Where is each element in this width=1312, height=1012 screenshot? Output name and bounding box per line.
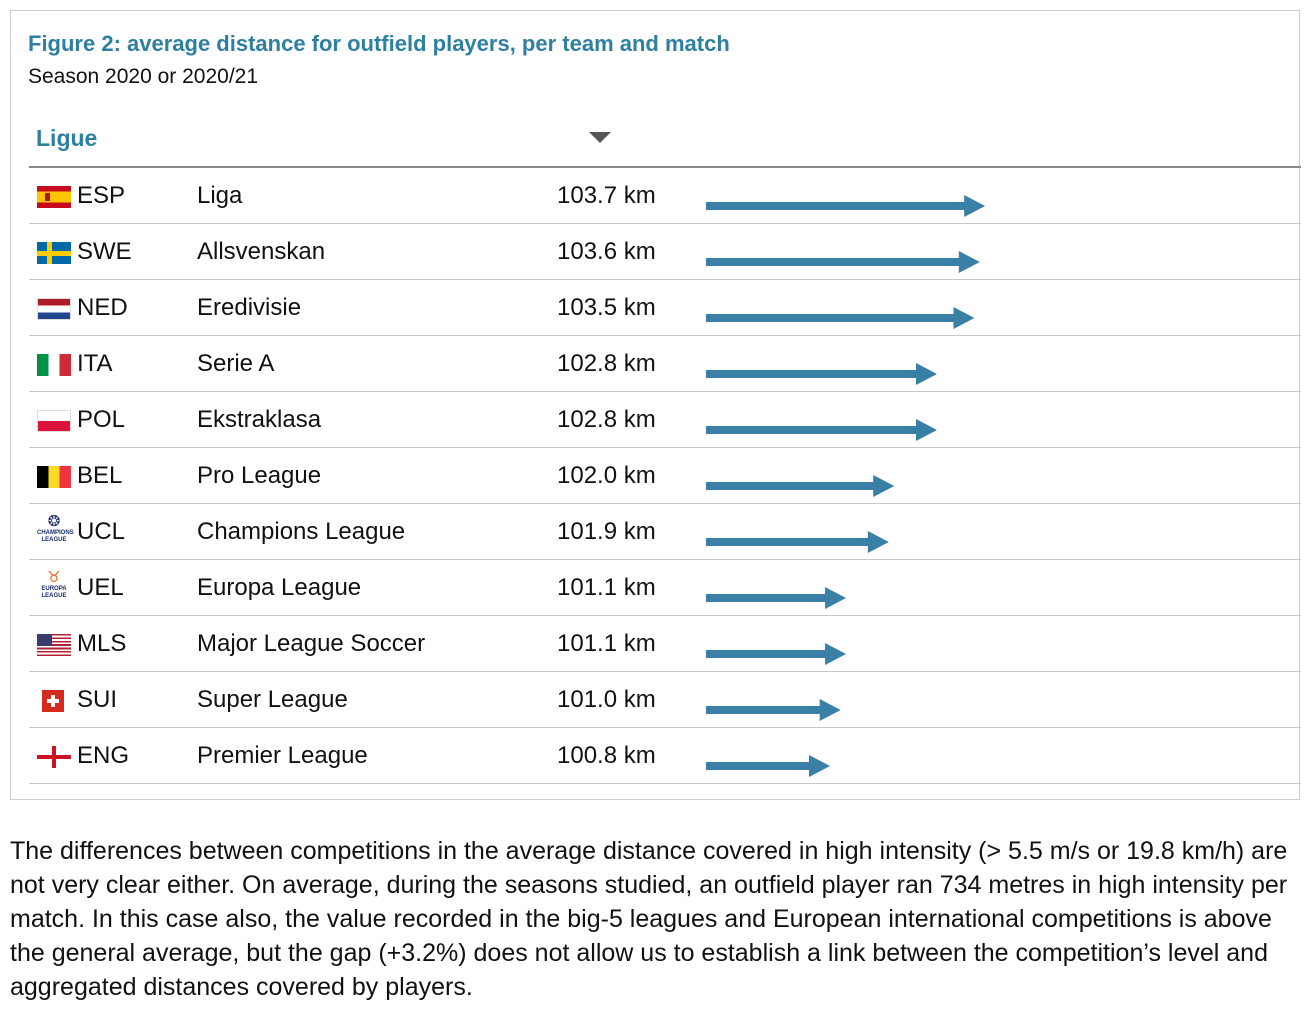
figure-subtitle: Season 2020 or 2020/21 [28, 65, 259, 88]
bar-shaft [706, 370, 917, 378]
distance-value-label: 103.6 km [557, 238, 656, 265]
flag-esp-icon [37, 186, 71, 208]
flag-swe-icon [37, 242, 71, 264]
league-name: Champions League [197, 518, 406, 545]
bar-arrowhead [916, 419, 937, 441]
league-code: SUI [77, 686, 118, 713]
distance-value-label: 102.8 km [557, 350, 656, 377]
bar-arrowhead [953, 307, 975, 329]
league-code: SWE [77, 238, 132, 265]
league-name: Ekstraklasa [197, 406, 322, 433]
league-code: POL [77, 406, 126, 433]
league-code: UCL [77, 518, 126, 545]
bar-shaft [706, 482, 875, 490]
flag-ita-icon [37, 354, 71, 376]
bar-shaft [706, 594, 827, 602]
bar-shaft [706, 202, 966, 210]
distance-value-label: 101.1 km [557, 630, 656, 657]
table-row: NED Eredivisie 103.5 km [29, 280, 1301, 336]
bar-arrow-svg [706, 643, 847, 665]
distance-value-label: 102.0 km [557, 462, 656, 489]
table-row: ITA Serie A 102.8 km [29, 336, 1301, 392]
bar-shaft [706, 258, 960, 266]
bar-arrowhead [867, 531, 889, 553]
bar-arrowhead [825, 643, 847, 665]
table-row: BEL Pro League 102.0 km [29, 448, 1301, 504]
distance-value-label: 100.8 km [557, 742, 656, 769]
header-divider [29, 166, 1301, 168]
flag-usa-icon [37, 634, 71, 656]
bar-arrow-svg [706, 531, 889, 553]
bar-shaft [706, 426, 917, 434]
league-code: ENG [77, 742, 130, 769]
flag-ned-icon [37, 298, 71, 320]
body-paragraph: The differences between competitions in … [10, 837, 1288, 1001]
league-name: Allsvenskan [197, 238, 326, 265]
bar-arrowhead [916, 363, 937, 385]
table-row: ESP Liga 103.7 km [29, 168, 1301, 224]
table-row: SWE Allsvenskan 103.6 km [29, 224, 1301, 280]
column-header-league[interactable]: Ligue [36, 125, 98, 151]
bar-arrowhead [825, 587, 847, 609]
distance-value-label: 101.0 km [557, 686, 656, 713]
league-name: Pro League [197, 462, 322, 489]
bar-arrowhead [958, 251, 980, 273]
league-code: NED [77, 294, 128, 321]
league-name: Liga [197, 182, 243, 209]
league-code: MLS [77, 630, 127, 657]
distance-value-label: 103.7 km [557, 182, 656, 209]
bar-arrow-svg [706, 307, 975, 329]
table-row: ❂ CHAMPIONS LEAGUE UCL Champions League 101.9… [29, 504, 1301, 560]
bar-shaft [706, 538, 869, 546]
table-row: SUI Super League 101.0 km [29, 672, 1301, 728]
league-name: Europa League [197, 574, 362, 601]
europa-league-logo-icon: ♉ EUROPA LEAGUE [41, 569, 67, 600]
flag-sui-icon [37, 690, 71, 712]
bar-arrowhead [809, 755, 830, 777]
bar-arrow-svg [706, 363, 937, 385]
distance-value-label: 101.1 km [557, 574, 656, 601]
league-table: ESP Liga 103.7 km SWE Allsvenskan 103.6 km NED… [29, 168, 1301, 784]
distance-value-label: 102.8 km [557, 406, 656, 433]
league-name: Major League Soccer [197, 630, 426, 657]
league-name: Premier League [197, 742, 368, 769]
bar-arrow-svg [706, 251, 980, 273]
bar-shaft [706, 650, 827, 658]
table-row: ENG Premier League 100.8 km [29, 728, 1301, 784]
figure-title: Figure 2: average distance for outfield … [28, 31, 730, 56]
bar-shaft [706, 706, 821, 714]
distance-value-label: 101.9 km [557, 518, 656, 545]
distance-value-label: 103.5 km [557, 294, 656, 321]
league-code: ESP [77, 182, 126, 209]
flag-bel-icon [37, 466, 71, 488]
table-row: MLS Major League Soccer 101.1 km [29, 616, 1301, 672]
league-code: ITA [77, 350, 113, 377]
league-code: UEL [77, 574, 124, 601]
bar-arrow-svg [706, 587, 847, 609]
bar-arrow-svg [706, 699, 841, 721]
bar-arrowhead [819, 699, 841, 721]
sort-descending-icon[interactable] [589, 132, 611, 143]
league-code: BEL [77, 462, 123, 489]
league-name: Serie A [197, 350, 275, 377]
league-name: Eredivisie [197, 294, 302, 321]
bar-shaft [706, 762, 810, 770]
table-row: ♉ EUROPA LEAGUE UEL Europa League 101.1 km [29, 560, 1301, 616]
bar-shaft [706, 314, 955, 322]
bar-arrow-svg [706, 475, 895, 497]
figure-container: Figure 2: average distance for outfield … [10, 10, 1301, 800]
flag-pol-icon [37, 410, 71, 432]
champions-league-logo-icon: ❂ CHAMPIONS LEAGUE [37, 513, 74, 544]
bar-arrow-svg [706, 419, 937, 441]
bar-arrow-svg [706, 755, 830, 777]
flag-eng-icon [37, 746, 71, 768]
bar-arrow-svg [706, 195, 986, 217]
bar-arrowhead [873, 475, 895, 497]
league-name: Super League [197, 686, 348, 713]
bar-arrowhead [964, 195, 986, 217]
table-row: POL Ekstraklasa 102.8 km [29, 392, 1301, 448]
